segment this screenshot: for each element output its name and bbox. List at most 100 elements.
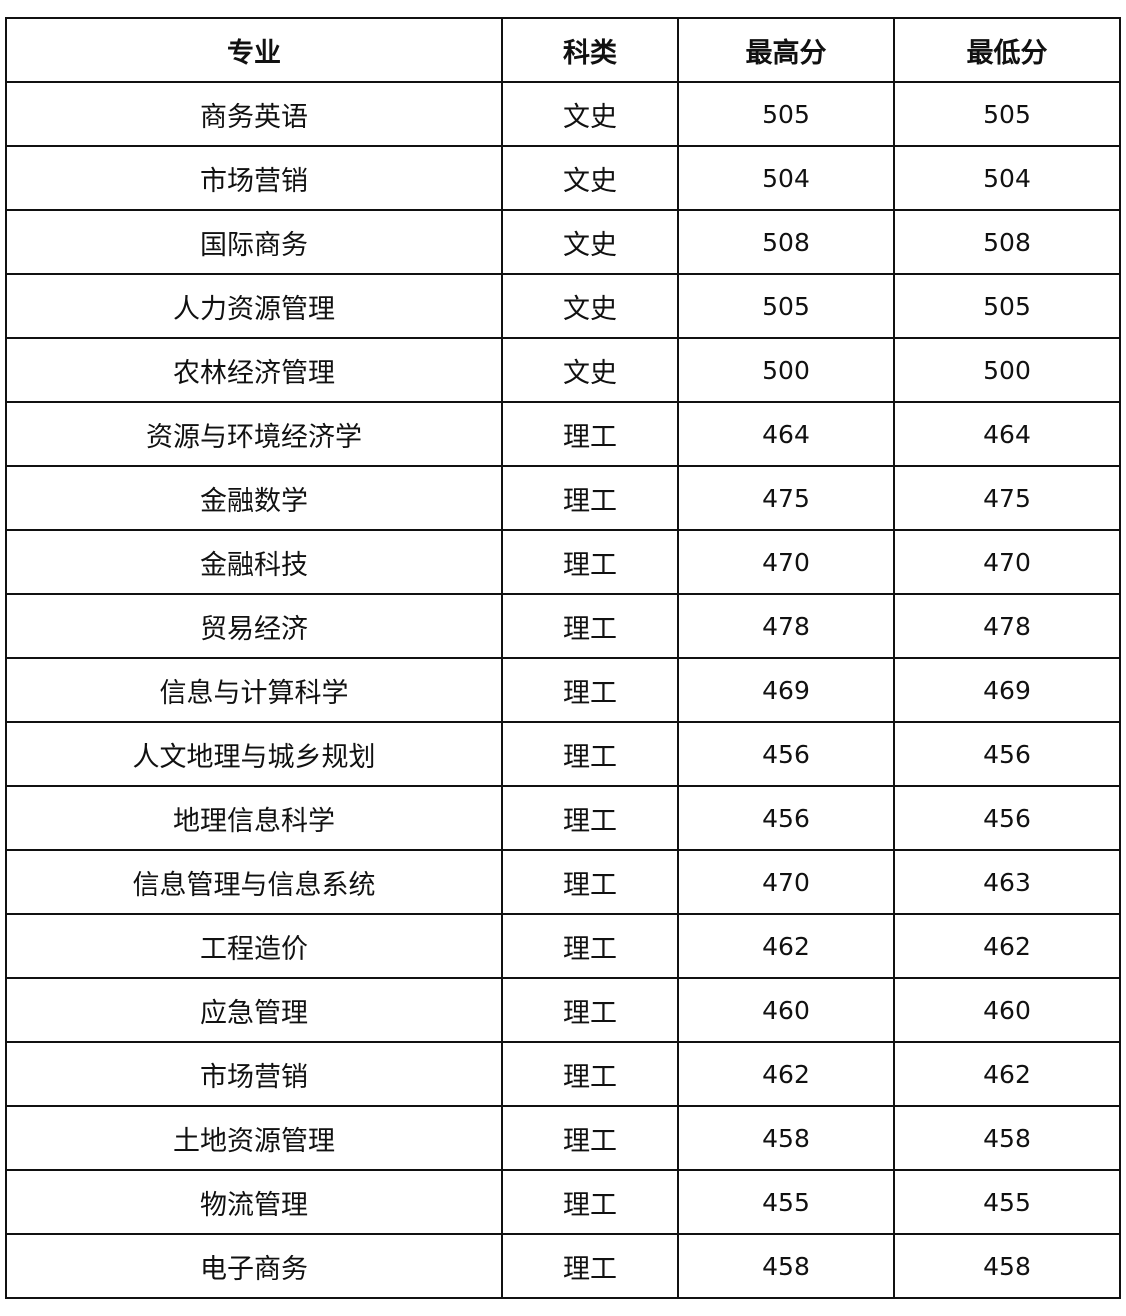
min-score-cell: 505 bbox=[893, 81, 1121, 147]
table-row: 商务英语 文史 505 505 bbox=[5, 81, 1121, 147]
min-score-cell: 462 bbox=[893, 1041, 1121, 1107]
major-cell: 人文地理与城乡规划 bbox=[5, 721, 503, 787]
header-category: 科类 bbox=[501, 17, 679, 83]
max-score-cell: 504 bbox=[677, 145, 895, 211]
table-row: 物流管理 理工 455 455 bbox=[5, 1169, 1121, 1235]
min-score-cell: 469 bbox=[893, 657, 1121, 723]
max-score-cell: 456 bbox=[677, 785, 895, 851]
table-row: 人文地理与城乡规划 理工 456 456 bbox=[5, 721, 1121, 787]
table-row: 贸易经济 理工 478 478 bbox=[5, 593, 1121, 659]
major-cell: 市场营销 bbox=[5, 1041, 503, 1107]
category-cell: 理工 bbox=[501, 849, 679, 915]
category-cell: 理工 bbox=[501, 593, 679, 659]
table-row: 农林经济管理 文史 500 500 bbox=[5, 337, 1121, 403]
major-cell: 金融数学 bbox=[5, 465, 503, 531]
category-cell: 理工 bbox=[501, 785, 679, 851]
table-body: 商务英语 文史 505 505 市场营销 文史 504 504 国际商务 文史 508 508 人力资源… bbox=[5, 81, 1121, 1299]
max-score-cell: 475 bbox=[677, 465, 895, 531]
major-cell: 贸易经济 bbox=[5, 593, 503, 659]
header-max-score: 最高分 bbox=[677, 17, 895, 83]
max-score-cell: 470 bbox=[677, 849, 895, 915]
min-score-cell: 508 bbox=[893, 209, 1121, 275]
category-cell: 理工 bbox=[501, 913, 679, 979]
category-cell: 理工 bbox=[501, 1169, 679, 1235]
min-score-cell: 505 bbox=[893, 273, 1121, 339]
major-cell: 电子商务 bbox=[5, 1233, 503, 1299]
major-cell: 商务英语 bbox=[5, 81, 503, 147]
header-major: 专业 bbox=[5, 17, 503, 83]
min-score-cell: 478 bbox=[893, 593, 1121, 659]
category-cell: 理工 bbox=[501, 465, 679, 531]
category-cell: 文史 bbox=[501, 81, 679, 147]
table-row: 土地资源管理 理工 458 458 bbox=[5, 1105, 1121, 1171]
category-cell: 文史 bbox=[501, 209, 679, 275]
min-score-cell: 463 bbox=[893, 849, 1121, 915]
max-score-cell: 456 bbox=[677, 721, 895, 787]
max-score-cell: 478 bbox=[677, 593, 895, 659]
table-row: 应急管理 理工 460 460 bbox=[5, 977, 1121, 1043]
table-row: 市场营销 文史 504 504 bbox=[5, 145, 1121, 211]
table-row: 工程造价 理工 462 462 bbox=[5, 913, 1121, 979]
min-score-cell: 458 bbox=[893, 1105, 1121, 1171]
min-score-cell: 456 bbox=[893, 785, 1121, 851]
max-score-cell: 455 bbox=[677, 1169, 895, 1235]
max-score-cell: 464 bbox=[677, 401, 895, 467]
table-row: 金融数学 理工 475 475 bbox=[5, 465, 1121, 531]
min-score-cell: 460 bbox=[893, 977, 1121, 1043]
category-cell: 理工 bbox=[501, 529, 679, 595]
max-score-cell: 458 bbox=[677, 1105, 895, 1171]
table-row: 电子商务 理工 458 458 bbox=[5, 1233, 1121, 1299]
min-score-cell: 455 bbox=[893, 1169, 1121, 1235]
major-cell: 金融科技 bbox=[5, 529, 503, 595]
table-row: 国际商务 文史 508 508 bbox=[5, 209, 1121, 275]
header-row: 专业 科类 最高分 最低分 bbox=[5, 17, 1121, 83]
major-cell: 物流管理 bbox=[5, 1169, 503, 1235]
category-cell: 理工 bbox=[501, 977, 679, 1043]
major-cell: 信息管理与信息系统 bbox=[5, 849, 503, 915]
table-row: 金融科技 理工 470 470 bbox=[5, 529, 1121, 595]
score-table: 专业 科类 最高分 最低分 商务英语 文史 505 505 市场营销 文史 504 504 国际… bbox=[5, 17, 1121, 1299]
max-score-cell: 462 bbox=[677, 913, 895, 979]
min-score-cell: 464 bbox=[893, 401, 1121, 467]
max-score-cell: 469 bbox=[677, 657, 895, 723]
category-cell: 理工 bbox=[501, 1105, 679, 1171]
major-cell: 工程造价 bbox=[5, 913, 503, 979]
min-score-cell: 462 bbox=[893, 913, 1121, 979]
major-cell: 土地资源管理 bbox=[5, 1105, 503, 1171]
max-score-cell: 460 bbox=[677, 977, 895, 1043]
table-row: 人力资源管理 文史 505 505 bbox=[5, 273, 1121, 339]
table-row: 市场营销 理工 462 462 bbox=[5, 1041, 1121, 1107]
category-cell: 理工 bbox=[501, 1233, 679, 1299]
table-row: 地理信息科学 理工 456 456 bbox=[5, 785, 1121, 851]
min-score-cell: 470 bbox=[893, 529, 1121, 595]
category-cell: 文史 bbox=[501, 337, 679, 403]
max-score-cell: 470 bbox=[677, 529, 895, 595]
max-score-cell: 505 bbox=[677, 81, 895, 147]
major-cell: 国际商务 bbox=[5, 209, 503, 275]
max-score-cell: 508 bbox=[677, 209, 895, 275]
category-cell: 理工 bbox=[501, 721, 679, 787]
min-score-cell: 456 bbox=[893, 721, 1121, 787]
table-row: 信息管理与信息系统 理工 470 463 bbox=[5, 849, 1121, 915]
header-min-score: 最低分 bbox=[893, 17, 1121, 83]
major-cell: 市场营销 bbox=[5, 145, 503, 211]
min-score-cell: 504 bbox=[893, 145, 1121, 211]
table-row: 资源与环境经济学 理工 464 464 bbox=[5, 401, 1121, 467]
min-score-cell: 475 bbox=[893, 465, 1121, 531]
max-score-cell: 458 bbox=[677, 1233, 895, 1299]
min-score-cell: 500 bbox=[893, 337, 1121, 403]
category-cell: 理工 bbox=[501, 1041, 679, 1107]
major-cell: 信息与计算科学 bbox=[5, 657, 503, 723]
min-score-cell: 458 bbox=[893, 1233, 1121, 1299]
category-cell: 理工 bbox=[501, 401, 679, 467]
max-score-cell: 462 bbox=[677, 1041, 895, 1107]
major-cell: 农林经济管理 bbox=[5, 337, 503, 403]
table-row: 信息与计算科学 理工 469 469 bbox=[5, 657, 1121, 723]
major-cell: 地理信息科学 bbox=[5, 785, 503, 851]
max-score-cell: 505 bbox=[677, 273, 895, 339]
max-score-cell: 500 bbox=[677, 337, 895, 403]
major-cell: 人力资源管理 bbox=[5, 273, 503, 339]
major-cell: 应急管理 bbox=[5, 977, 503, 1043]
category-cell: 文史 bbox=[501, 145, 679, 211]
major-cell: 资源与环境经济学 bbox=[5, 401, 503, 467]
